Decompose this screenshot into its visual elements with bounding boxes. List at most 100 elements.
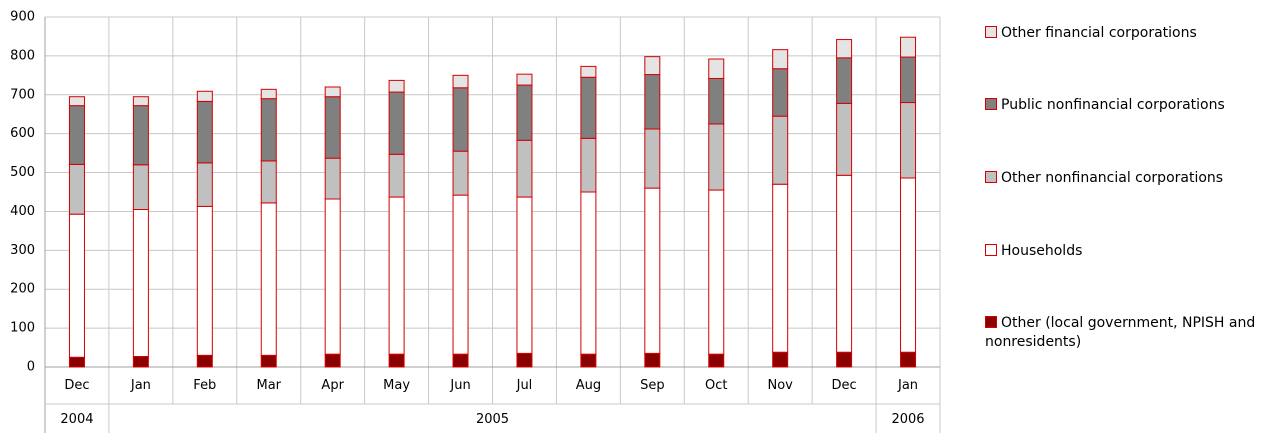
bar-segment	[196, 162, 213, 207]
x-tick-label: Nov	[767, 378, 793, 393]
bar-segment	[708, 353, 725, 368]
bar-segment	[516, 73, 533, 86]
bar-segment	[516, 84, 533, 141]
y-tick-label: 700	[10, 87, 35, 102]
bar-segment	[324, 86, 341, 98]
legend-swatch	[985, 316, 997, 328]
bar-segment	[388, 153, 405, 198]
bar-segment	[324, 96, 341, 159]
bar-segment	[900, 177, 917, 353]
bar-segment	[900, 56, 917, 104]
y-tick-label: 0	[27, 360, 35, 375]
bar-segment	[644, 128, 661, 189]
legend-item: Other nonfinancial corporations	[985, 169, 1275, 188]
bar-segment	[260, 354, 277, 368]
legend-swatch	[985, 244, 997, 256]
legend-swatch	[985, 26, 997, 38]
bar-segment	[388, 79, 405, 93]
bar-segment	[772, 351, 789, 368]
legend-swatch	[985, 171, 997, 183]
bar-segment	[708, 77, 725, 125]
bar-segment	[900, 351, 917, 368]
x-tick-label: Sep	[640, 378, 665, 393]
bar-segment	[516, 196, 533, 354]
bar-segment	[260, 98, 277, 162]
bar-segment	[708, 189, 725, 355]
bar-segment	[196, 100, 213, 164]
y-tick-label: 300	[10, 243, 35, 258]
bar-segment	[580, 137, 597, 193]
x-tick-label: Jan	[897, 378, 918, 393]
bar-segment	[388, 353, 405, 368]
bar-segment	[836, 174, 853, 353]
bar-segment	[516, 352, 533, 368]
bar-segment	[260, 88, 277, 100]
x-tick-label: Jan	[130, 378, 151, 393]
group-label: 2005	[476, 412, 509, 427]
legend-item: Other financial corporations	[985, 24, 1275, 43]
bar-segment	[452, 194, 469, 355]
y-tick-label: 600	[10, 126, 35, 141]
bar-segment	[516, 139, 533, 198]
bar-segment	[900, 36, 917, 58]
y-tick-label: 200	[10, 282, 35, 297]
legend-label: Other nonfinancial corporations	[1001, 170, 1224, 186]
bar-segment	[580, 353, 597, 368]
bar-segment	[68, 163, 85, 215]
y-tick-label: 900	[10, 10, 35, 25]
legend-item: Households	[985, 242, 1275, 261]
bar-segment	[452, 150, 469, 196]
x-tick-label: Mar	[256, 378, 281, 393]
group-label: 2004	[60, 412, 93, 427]
bar-segment	[644, 352, 661, 368]
legend-item: Other (local government, NPISH and nonre…	[985, 314, 1275, 352]
bar-segment	[68, 105, 85, 165]
legend-item: Public nonfinancial corporations	[985, 96, 1275, 115]
x-tick-label: Aug	[576, 378, 601, 393]
y-tick-label: 800	[10, 48, 35, 63]
legend-label: Households	[1001, 243, 1083, 259]
bar-segment	[452, 74, 469, 89]
bar-segment	[772, 49, 789, 70]
legend-label: Public nonfinancial corporations	[1001, 97, 1225, 113]
bar-segment	[68, 96, 85, 107]
group-label: 2006	[891, 412, 924, 427]
y-tick-label: 100	[10, 321, 35, 336]
x-tick-label: May	[383, 378, 410, 393]
bar-segment	[772, 115, 789, 185]
bar-segment	[324, 198, 341, 355]
x-tick-label: Oct	[705, 378, 727, 393]
bar-segment	[580, 191, 597, 355]
bar-segment	[708, 58, 725, 79]
bar-segment	[900, 102, 917, 179]
bar-segment	[452, 353, 469, 368]
bar-segment	[196, 354, 213, 368]
bar-segment	[132, 209, 149, 357]
legend-label: Other financial corporations	[1001, 25, 1197, 41]
bar-segment	[644, 187, 661, 354]
bar-segment	[580, 65, 597, 78]
x-tick-label: Dec	[64, 378, 89, 393]
y-tick-label: 500	[10, 165, 35, 180]
bar-segment	[708, 123, 725, 191]
bar-segment	[132, 356, 149, 368]
bar-segment	[644, 56, 661, 76]
bar-segment	[324, 157, 341, 200]
bar-segment	[68, 213, 85, 358]
bar-segment	[644, 74, 661, 130]
bar-segment	[132, 96, 149, 107]
x-tick-label: Dec	[832, 378, 857, 393]
bar-segment	[132, 105, 149, 166]
y-tick-label: 400	[10, 204, 35, 219]
bar-segment	[772, 68, 789, 117]
x-tick-label: Jun	[449, 378, 470, 393]
bar-segment	[836, 351, 853, 368]
bar-segment	[836, 57, 853, 104]
legend-swatch	[985, 98, 997, 110]
x-tick-label: Jul	[516, 378, 533, 393]
x-tick-label: Apr	[321, 378, 344, 393]
bar-segment	[196, 90, 213, 102]
bar-segment	[196, 205, 213, 356]
bar-segment	[388, 196, 405, 355]
